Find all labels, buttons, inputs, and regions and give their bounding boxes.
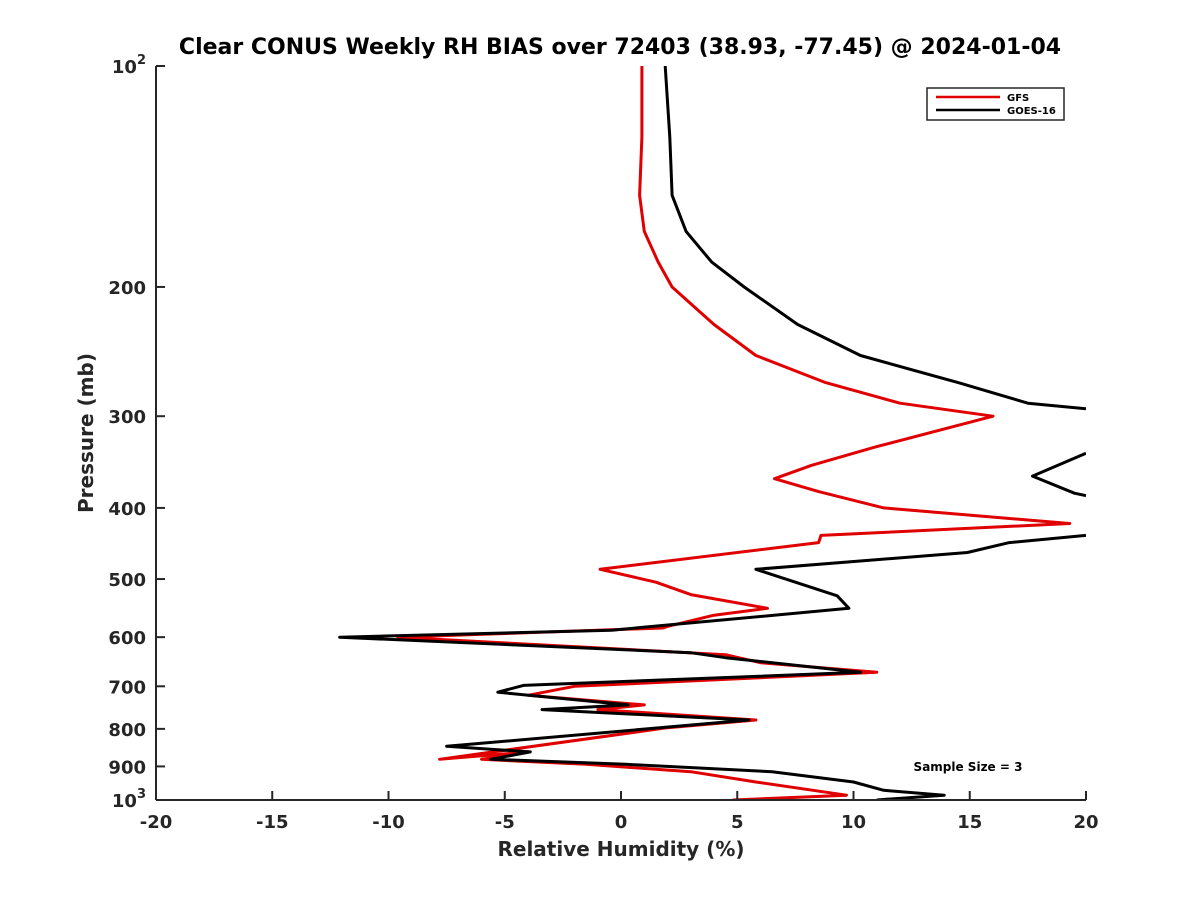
legend-label-goes16: GOES-16 bbox=[1007, 106, 1056, 117]
legend: GFS GOES-16 bbox=[926, 87, 1065, 121]
y-tick-label: 300 bbox=[108, 407, 146, 428]
x-tick-label: -15 bbox=[256, 812, 289, 833]
series-line-goes16-segment-1 bbox=[1031, 451, 1086, 498]
y-tick-label: 600 bbox=[108, 628, 146, 649]
y-tick-label: 200 bbox=[108, 278, 146, 299]
x-tick-label: 10 bbox=[841, 812, 866, 833]
x-tick-label: 0 bbox=[615, 812, 628, 833]
y-tick-label: 800 bbox=[108, 720, 146, 741]
legend-box bbox=[926, 87, 1065, 121]
x-tick-label: 15 bbox=[957, 812, 982, 833]
plot-lines bbox=[338, 66, 1086, 800]
x-axis-title: Relative Humidity (%) bbox=[497, 837, 744, 861]
sample-size-annotation: Sample Size = 3 bbox=[914, 760, 1023, 774]
series-line-goes16-segment-2 bbox=[338, 533, 1086, 800]
x-ticks: -20 -15 -10 -5 0 5 10 15 20 bbox=[140, 791, 1099, 833]
series-line-gfs bbox=[396, 66, 1072, 800]
y-tick-label: 900 bbox=[108, 757, 146, 778]
chart-title: Clear CONUS Weekly RH BIAS over 72403 (3… bbox=[179, 35, 1061, 60]
x-tick-label: -5 bbox=[495, 812, 515, 833]
y-tick-label: 700 bbox=[108, 677, 146, 698]
series-line-goes16 bbox=[663, 66, 1086, 411]
y-tick-label: 500 bbox=[108, 570, 146, 591]
y-axis-title: Pressure (mb) bbox=[74, 353, 98, 513]
y-tick-label: 400 bbox=[108, 499, 146, 520]
legend-label-gfs: GFS bbox=[1007, 93, 1029, 104]
x-tick-label: -20 bbox=[140, 812, 173, 833]
y-ticks: 102 200 300 400 500 600 700 800 900 103 bbox=[108, 53, 165, 812]
x-tick-label: -10 bbox=[372, 812, 405, 833]
x-tick-label: 5 bbox=[731, 812, 744, 833]
y-tick-label: 103 bbox=[112, 787, 146, 812]
x-tick-label: 20 bbox=[1073, 812, 1098, 833]
y-tick-label: 102 bbox=[112, 53, 146, 78]
